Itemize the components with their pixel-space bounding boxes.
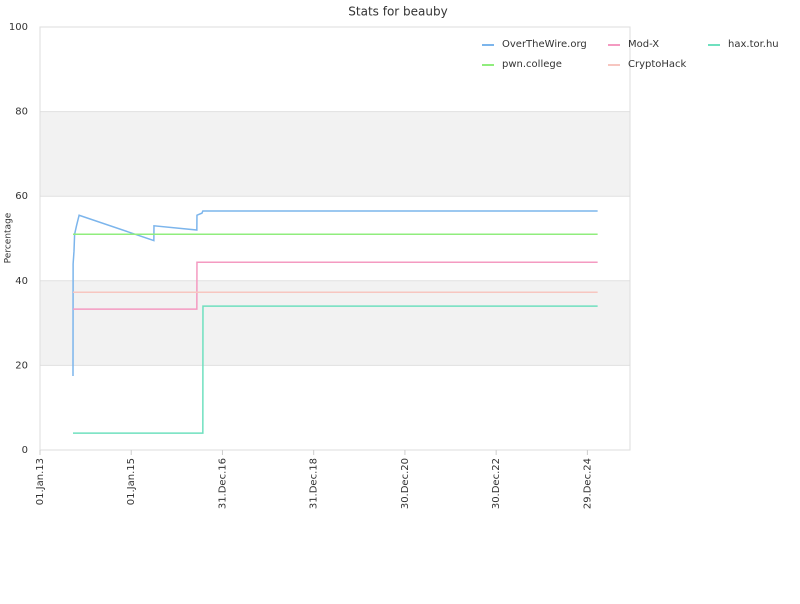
plot-band [40, 111, 630, 197]
series-line [72, 305, 598, 434]
x-tick-label: 01.Jan.15 [126, 458, 137, 505]
y-tick-label: 0 [22, 445, 28, 456]
series-line [72, 210, 598, 376]
x-tick-label: 31.Dec.18 [309, 458, 320, 509]
x-tick-label: 01.Jan.13 [35, 458, 46, 505]
y-axis-label: Percentage [4, 212, 14, 263]
y-tick-label: 20 [15, 360, 28, 371]
x-tick-label: 31.Dec.16 [217, 458, 228, 509]
legend-label: pwn.college [502, 59, 562, 70]
legend-label: hax.tor.hu [728, 39, 779, 50]
legend-label: OverTheWire.org [502, 39, 587, 50]
y-tick-label: 100 [9, 22, 28, 33]
x-tick-label: 30.Dec.22 [491, 458, 502, 509]
y-tick-label: 40 [15, 276, 28, 287]
y-tick-label: 80 [15, 107, 28, 118]
legend-label: CryptoHack [628, 59, 687, 70]
series-line [72, 261, 598, 310]
y-tick-label: 60 [15, 191, 28, 202]
plot-frame [39, 26, 631, 451]
x-tick-label: 30.Dec.20 [400, 458, 411, 509]
chart-title: Stats for beauby [348, 5, 447, 19]
plot-band [40, 280, 630, 366]
legend-label: Mod-X [628, 39, 659, 50]
x-tick-label: 29.Dec.24 [582, 458, 593, 509]
